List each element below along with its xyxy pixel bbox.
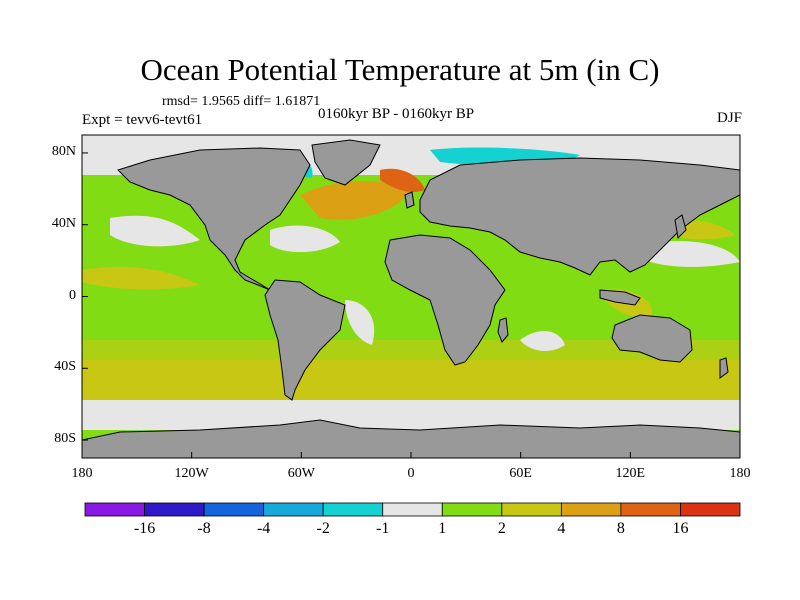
colorbar-swatch	[560, 502, 622, 517]
colorbar-swatch	[322, 502, 384, 517]
colorbar-swatch	[263, 502, 324, 517]
land-new-zealand	[719, 357, 729, 379]
land-australia	[611, 314, 693, 363]
lat-tick-label: 80S	[54, 431, 76, 447]
land-africa	[384, 234, 506, 366]
chart-title: Ocean Potential Temperature at 5m (in C)	[140, 52, 660, 87]
colorbar-label: 16	[672, 520, 689, 537]
lon-tick-label: 180	[729, 466, 751, 481]
land-indonesia	[599, 289, 641, 306]
colorbar-swatch	[441, 502, 503, 517]
lon-tick-label: 180	[71, 466, 93, 481]
nordic-warm-anomaly	[380, 168, 425, 192]
colorbar-swatch	[620, 502, 681, 517]
land-south-america	[264, 279, 346, 401]
stats-label: rmsd= 1.9565 diff= 1.61871	[162, 94, 321, 109]
npac-near-zero	[110, 215, 200, 247]
colorbar-label: 1	[438, 520, 447, 537]
land-eurasia	[419, 157, 740, 276]
period-label: 0160kyr BP - 0160kyr BP	[318, 106, 475, 122]
band-southern-warm	[82, 360, 740, 405]
lon-tick-label: 120W	[174, 466, 209, 481]
land-greenland	[311, 139, 381, 186]
colorbar-label: 2	[497, 520, 506, 537]
lat-tick-label: 0	[69, 287, 76, 303]
lon-tick-label: 60E	[509, 466, 532, 481]
colorbar-label: -1	[376, 520, 390, 537]
lon-tick-label: 0	[407, 466, 415, 481]
indian-near-zero	[520, 330, 565, 352]
natl-warm-anomaly	[300, 180, 410, 220]
land-britain	[404, 191, 415, 209]
colorbar-label: -8	[197, 520, 211, 537]
colorbar-swatch	[84, 502, 145, 517]
lon-tick-label: 120E	[615, 466, 646, 481]
season-label: DJF	[716, 110, 742, 126]
land-antarctica	[82, 419, 740, 458]
satl-near-zero	[345, 300, 375, 345]
colorbar-label: -16	[133, 520, 156, 537]
land-north-america	[117, 147, 311, 291]
epac-warm	[82, 266, 200, 290]
colorbar-label: -4	[256, 520, 271, 537]
lat-tick-label: 40N	[51, 215, 76, 231]
land-madagascar	[497, 317, 509, 343]
lon-tick-label: 60W	[287, 466, 315, 481]
colorbar-swatch	[382, 502, 443, 517]
colorbar-label: 8	[616, 520, 625, 537]
lat-tick-label: 40S	[54, 359, 76, 375]
colorbar-swatch	[203, 502, 265, 517]
colorbar-label: 4	[557, 520, 566, 537]
colorbar	[84, 502, 741, 517]
land-japan	[674, 214, 687, 240]
colorbar-swatch	[680, 502, 741, 517]
colorbar-swatch	[144, 502, 205, 517]
natl-near-zero	[270, 225, 340, 253]
experiment-label: Expt = tevv6-tevt61	[82, 112, 203, 128]
colorbar-swatch	[501, 502, 562, 517]
lat-tick-label: 80N	[51, 143, 76, 159]
wpac-near-zero	[640, 241, 740, 267]
colorbar-label: -2	[316, 520, 330, 537]
